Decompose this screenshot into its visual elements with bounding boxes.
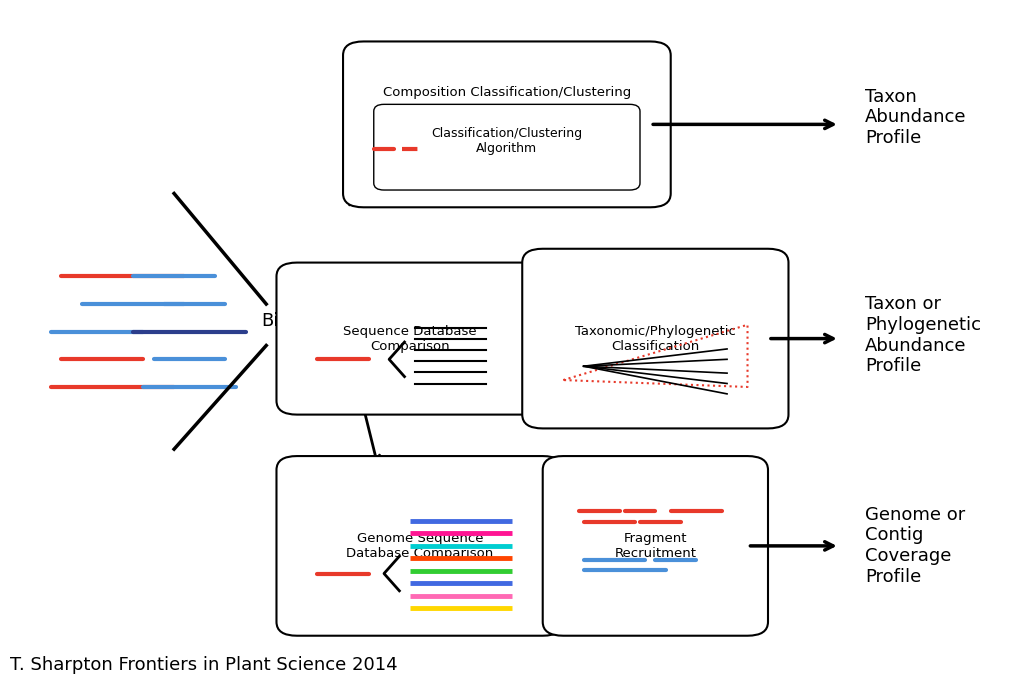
Text: Taxon or
Phylogenetic
Abundance
Profile: Taxon or Phylogenetic Abundance Profile <box>865 295 981 375</box>
FancyBboxPatch shape <box>276 263 543 415</box>
Text: Fragment
Recruitment: Fragment Recruitment <box>614 532 696 560</box>
Text: Binning: Binning <box>261 312 329 330</box>
Text: Composition Classification/Clustering: Composition Classification/Clustering <box>383 86 631 100</box>
FancyBboxPatch shape <box>374 104 640 190</box>
FancyBboxPatch shape <box>343 41 671 207</box>
Text: Taxon
Abundance
Profile: Taxon Abundance Profile <box>865 88 967 147</box>
Text: Genome or
Contig
Coverage
Profile: Genome or Contig Coverage Profile <box>865 506 966 586</box>
Text: Genome Sequence
Database Comparison: Genome Sequence Database Comparison <box>346 532 494 560</box>
Text: T. Sharpton Frontiers in Plant Science 2014: T. Sharpton Frontiers in Plant Science 2… <box>10 656 398 674</box>
Text: Taxonomic/Phylogenetic
Classification: Taxonomic/Phylogenetic Classification <box>574 325 736 352</box>
FancyBboxPatch shape <box>276 456 563 636</box>
Text: Sequence Database
Comparison: Sequence Database Comparison <box>343 325 476 352</box>
FancyBboxPatch shape <box>522 249 788 428</box>
Text: Classification/Clustering
Algorithm: Classification/Clustering Algorithm <box>431 127 583 155</box>
FancyBboxPatch shape <box>543 456 768 636</box>
